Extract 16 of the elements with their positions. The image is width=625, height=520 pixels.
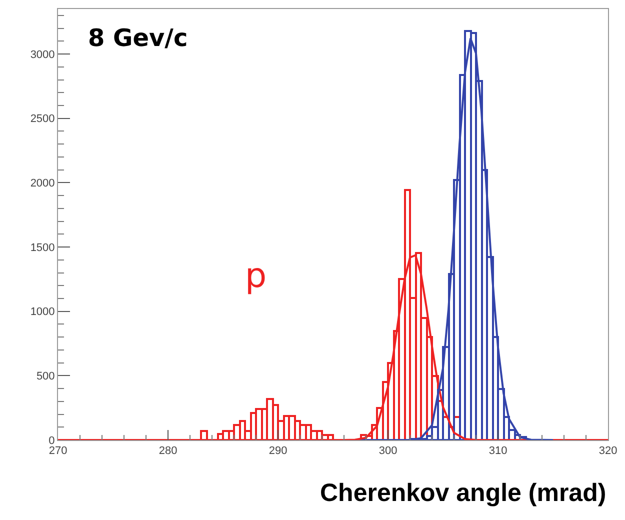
x-axis-title: Cherenkov angle (mrad): [320, 479, 606, 507]
x-tick-label: 300: [378, 445, 398, 458]
y-tick-label: 3000: [30, 48, 55, 61]
y-tick-label: 500: [36, 370, 55, 383]
text: p: [245, 256, 267, 296]
x-tick-label: 320: [598, 445, 618, 458]
y-tick-label: 1500: [30, 242, 55, 254]
x-tick-label: 270: [48, 445, 68, 458]
x-tick-label: 310: [488, 445, 508, 458]
x-tick-label: 280: [158, 445, 178, 458]
x-tick-label: 290: [268, 445, 288, 458]
y-tick-label: 1000: [30, 306, 55, 318]
text: 8 Gev/c: [88, 24, 188, 52]
y-tick-label: 2500: [30, 113, 55, 126]
y-tick-label: 2000: [30, 178, 55, 190]
y-tick-label: 0: [48, 434, 55, 447]
